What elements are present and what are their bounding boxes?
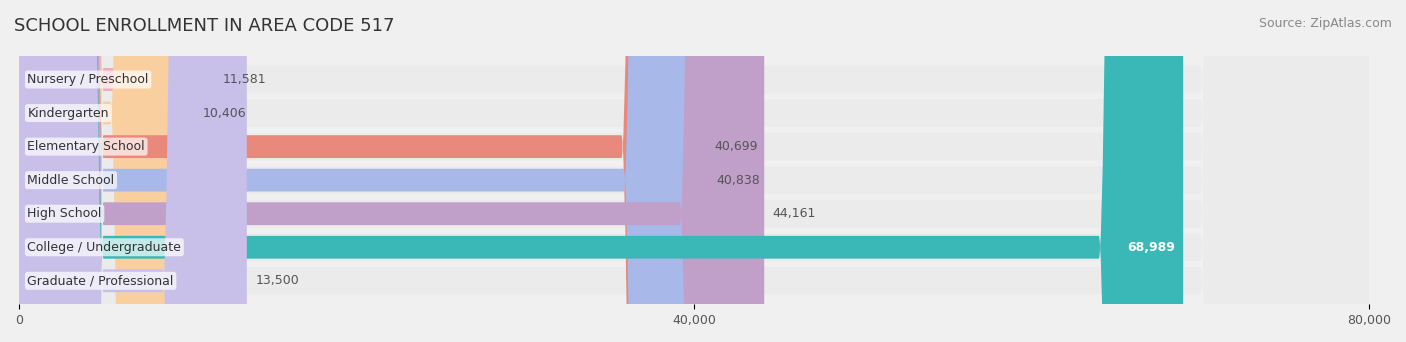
FancyBboxPatch shape — [20, 0, 1369, 342]
FancyBboxPatch shape — [20, 0, 1369, 342]
FancyBboxPatch shape — [20, 0, 215, 342]
Text: Elementary School: Elementary School — [28, 140, 145, 153]
Text: Source: ZipAtlas.com: Source: ZipAtlas.com — [1258, 17, 1392, 30]
Text: 40,699: 40,699 — [714, 140, 758, 153]
FancyBboxPatch shape — [20, 0, 765, 342]
Text: College / Undergraduate: College / Undergraduate — [28, 241, 181, 254]
FancyBboxPatch shape — [20, 0, 1184, 342]
Text: Middle School: Middle School — [28, 174, 114, 187]
FancyBboxPatch shape — [20, 0, 706, 342]
Text: SCHOOL ENROLLMENT IN AREA CODE 517: SCHOOL ENROLLMENT IN AREA CODE 517 — [14, 17, 395, 35]
Text: Kindergarten: Kindergarten — [28, 107, 108, 120]
FancyBboxPatch shape — [20, 0, 247, 342]
Text: 44,161: 44,161 — [773, 207, 815, 220]
FancyBboxPatch shape — [20, 0, 709, 342]
Text: Graduate / Professional: Graduate / Professional — [28, 274, 174, 287]
FancyBboxPatch shape — [20, 0, 1369, 342]
FancyBboxPatch shape — [20, 0, 194, 342]
FancyBboxPatch shape — [20, 0, 1369, 342]
FancyBboxPatch shape — [20, 0, 1369, 342]
Text: 11,581: 11,581 — [224, 73, 267, 86]
Text: Nursery / Preschool: Nursery / Preschool — [28, 73, 149, 86]
FancyBboxPatch shape — [20, 0, 1369, 342]
Text: 40,838: 40,838 — [717, 174, 761, 187]
Text: High School: High School — [28, 207, 101, 220]
Text: 10,406: 10,406 — [202, 107, 246, 120]
Text: 68,989: 68,989 — [1126, 241, 1175, 254]
FancyBboxPatch shape — [20, 0, 1369, 342]
Text: 13,500: 13,500 — [256, 274, 299, 287]
